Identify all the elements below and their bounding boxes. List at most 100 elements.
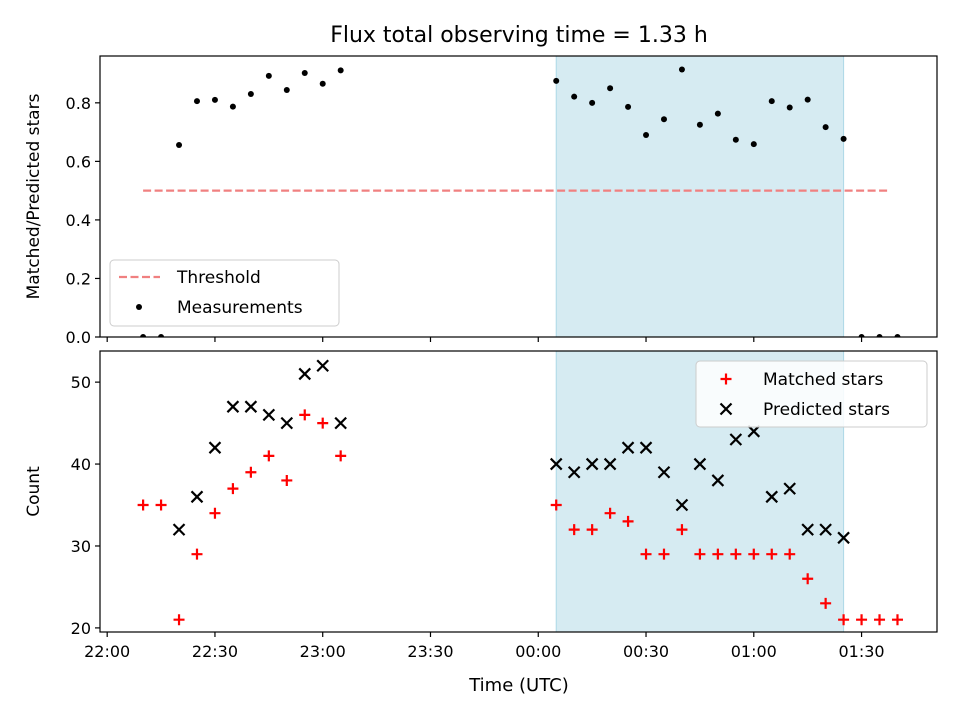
top-panel-measurements-point (607, 85, 614, 92)
top-panel-measurements-point (158, 334, 165, 337)
top-panel-measurements-point (319, 80, 326, 87)
top-panel-measurements-point (571, 93, 578, 100)
x-tick-label: 22:30 (192, 642, 238, 661)
bottom-panel-predicted-stars-point (316, 359, 329, 373)
bottom-panel-matched-stars-point (874, 614, 886, 626)
bottom-panel-predicted-stars-point (711, 474, 725, 487)
bottom-panel-matched-stars-point (173, 614, 185, 626)
top-panel-measurements-point (553, 77, 560, 84)
bottom-panel-matched-stars-point (712, 548, 724, 560)
legend-matched-label: Matched stars (763, 370, 883, 390)
bottom-panel-matched-stars-point (694, 548, 706, 560)
top-panel-measurements-point (732, 136, 739, 143)
top-panel-shaded-region (555, 55, 845, 338)
bottom-panel-matched-stars-point (784, 548, 796, 560)
bottom-panel-matched-stars-point (317, 417, 329, 429)
x-axis-label: Time (UTC) (468, 675, 569, 696)
legend-measurements-label: Measurements (177, 298, 303, 318)
top-panel-measurements-point (247, 91, 254, 98)
top-panel-measurements-point (822, 124, 829, 131)
top-panel-measurements-point (894, 334, 901, 337)
bottom-panel-matched-stars-point (227, 483, 239, 495)
bottom-panel-matched-stars-point (766, 548, 778, 560)
bottom-panel-matched-stars-point (622, 515, 634, 527)
bottom-panel-predicted-stars-point (603, 457, 617, 471)
bottom-panel-matched-stars-point (856, 614, 868, 626)
top-panel-measurements-point (625, 103, 632, 110)
bottom-panel-y-tick-label: 20 (71, 619, 91, 638)
bottom-panel-matched-stars-point (281, 474, 293, 486)
top-panel-measurements-point (786, 104, 793, 111)
bottom-panel-predicted-stars-point (765, 490, 779, 504)
top-panel-measurements-point (643, 132, 650, 139)
top-panel-measurements-point (283, 86, 290, 93)
top-panel-measurements-point (176, 141, 183, 148)
bottom-panel-predicted-stars-point (172, 523, 186, 536)
bottom-panel-predicted-stars-point (208, 441, 222, 454)
bottom-panel-predicted-stars-point (819, 523, 832, 536)
x-tick-label: 23:00 (300, 642, 346, 661)
bottom-panel-predicted-stars-point (298, 367, 312, 381)
top-panel-measurements-point (840, 135, 847, 142)
bottom-panel-matched-stars-point (137, 499, 149, 511)
bottom-legend-box (695, 360, 928, 428)
x-tick-label: 00:00 (515, 642, 561, 661)
chart-title: Flux total observing time = 1.33 h (330, 23, 708, 48)
bottom-panel-predicted-stars-point (837, 531, 850, 545)
bottom-panel-predicted-stars-point (262, 408, 276, 422)
bottom-panel-matched-stars-point (640, 548, 652, 560)
bottom-panel-matched-stars-point (802, 573, 814, 585)
bottom-panel-predicted-stars-point (747, 425, 761, 438)
top-panel-measurements-point (229, 103, 236, 110)
top-panel: 0.0 0.2 0.4 0.6 0.8 Matched/Predicted stars Th… (24, 55, 938, 347)
bottom-panel-axes-frame (99, 350, 938, 633)
legend-matched-swatch (720, 373, 732, 385)
bottom-panel-matched-stars-point (209, 507, 221, 519)
legend-measurements-swatch (136, 304, 142, 310)
bottom-panel-matched-stars-point (730, 548, 742, 560)
top-panel-measurements-point (876, 334, 883, 337)
top-panel-measurements-point (140, 334, 147, 337)
bottom-panel-predicted-stars-point (280, 416, 294, 430)
legend-predicted-label: Predicted stars (763, 400, 890, 420)
top-panel-plot-area (140, 66, 901, 337)
x-tick-label: 01:00 (731, 642, 777, 661)
top-panel-y-tick-label: 0.0 (66, 328, 91, 347)
bottom-panel-matched-stars-point (676, 524, 688, 536)
top-panel-measurements-point (858, 334, 865, 337)
bottom-panel-y-tick-label: 50 (71, 373, 91, 392)
top-panel-measurements-point (211, 96, 218, 103)
top-panel-measurements-point (750, 141, 757, 148)
bottom-panel-matched-stars-point (748, 548, 760, 560)
legend-predicted-swatch (719, 402, 733, 416)
bottom-panel-predicted-stars-point (693, 457, 707, 471)
bottom-panel-matched-stars-point (820, 597, 832, 609)
bottom-panel-matched-stars-point (838, 614, 850, 626)
bottom-panel-predicted-stars-point (334, 416, 347, 430)
bottom-panel-y-tick-label: 40 (71, 455, 91, 474)
top-panel-y-tick-label: 0.8 (66, 94, 91, 113)
bottom-panel-plot-area (137, 359, 903, 626)
bottom-panel-matched-stars-point (335, 450, 347, 462)
top-panel-y-tick-label: 0.6 (66, 152, 91, 171)
bottom-panel-predicted-stars-point (621, 441, 635, 454)
top-panel-measurements-point (265, 72, 272, 79)
bottom-panel-matched-stars-point (191, 548, 203, 560)
top-panel-measurements-point (768, 98, 775, 105)
top-panel-measurements-point (337, 67, 344, 74)
top-panel-axes-frame (99, 55, 938, 338)
top-panel-y-axis-label: Matched/Predicted stars (24, 93, 44, 299)
bottom-panel-matched-stars-point (658, 548, 670, 560)
bottom-panel-matched-stars-point (263, 450, 275, 462)
bottom-panel-matched-stars-point (550, 499, 562, 511)
bottom-panel-matched-stars-point (586, 524, 598, 536)
top-panel-measurements-point (804, 96, 811, 103)
bottom-panel-predicted-stars-point (783, 482, 796, 495)
top-panel-measurements-point (714, 110, 721, 117)
bottom-panel-matched-stars-point (568, 524, 580, 536)
x-tick-label: 22:00 (84, 642, 130, 661)
bottom-panel-predicted-stars-point (657, 465, 671, 479)
bottom-panel-predicted-stars-point (729, 433, 743, 446)
top-panel-measurements-point (678, 66, 685, 73)
top-panel-measurements-point (193, 98, 200, 105)
